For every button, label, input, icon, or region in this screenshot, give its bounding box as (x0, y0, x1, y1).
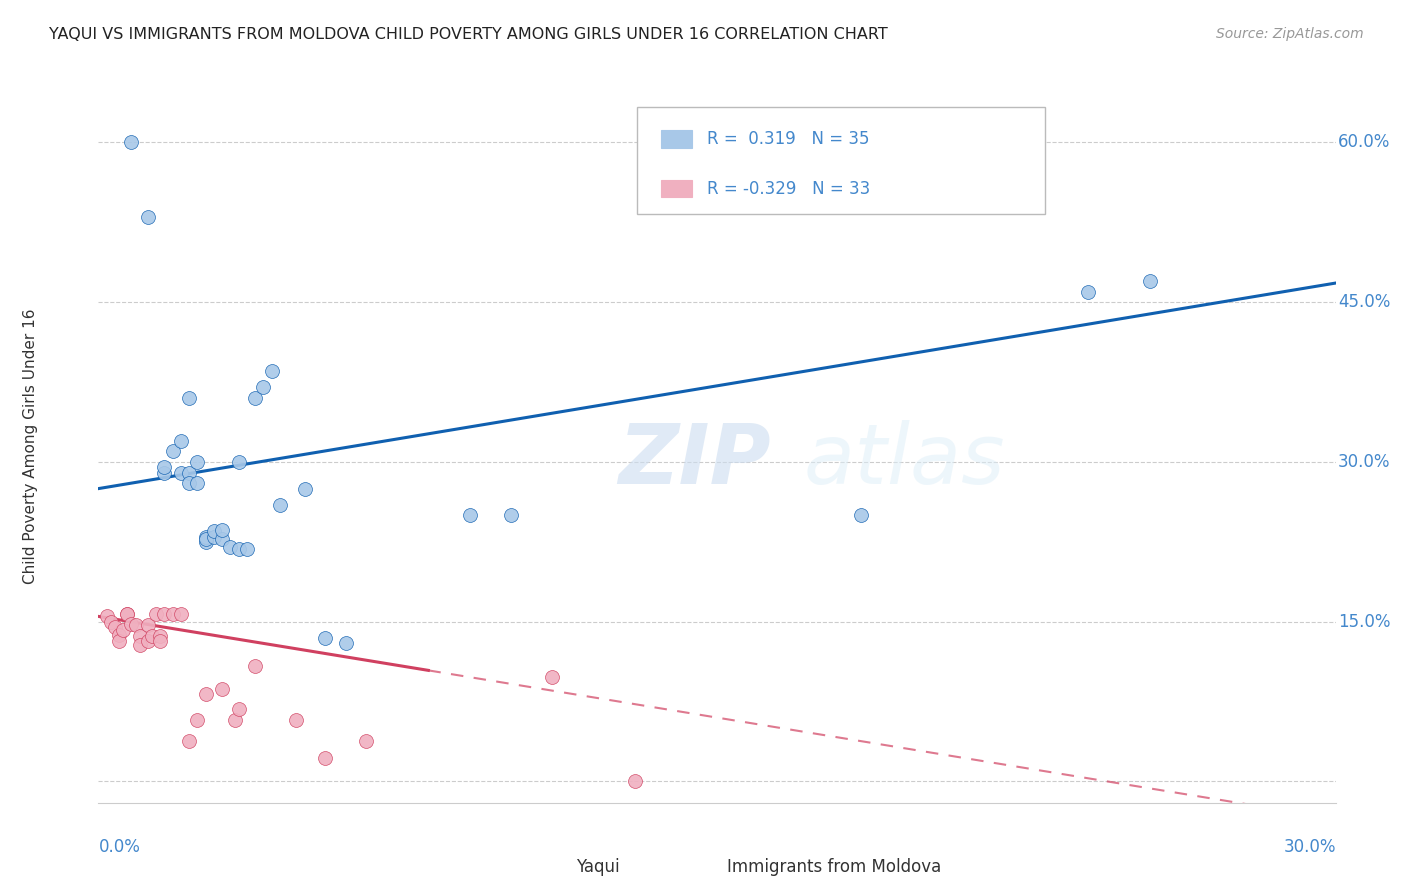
Point (335, 636, 357, 650)
Text: R =  0.319   N = 35: R = 0.319 N = 35 (707, 129, 870, 147)
Point (186, 455, 208, 469)
Point (136, 634, 159, 648)
Point (153, 607, 176, 622)
Point (117, 607, 139, 622)
Point (243, 391, 266, 405)
Bar (661, 129, 692, 147)
Point (170, 466, 193, 480)
Point (179, 466, 201, 480)
Text: R = -0.329   N = 33: R = -0.329 N = 33 (707, 179, 870, 197)
Point (170, 434, 193, 448)
Point (252, 380, 274, 394)
Point (145, 607, 167, 622)
Point (211, 532, 233, 546)
Point (141, 629, 163, 643)
Point (499, 508, 522, 523)
Point (211, 681, 233, 696)
Point (120, 136, 142, 150)
Point (219, 540, 242, 554)
Point (186, 476, 208, 491)
Point (211, 523, 233, 537)
Point (202, 524, 225, 539)
Point (236, 542, 259, 557)
Point (108, 634, 131, 648)
Point (458, 508, 481, 523)
Text: 15.0%: 15.0% (1339, 613, 1391, 631)
Text: Yaqui: Yaqui (576, 858, 620, 876)
Point (269, 498, 291, 512)
Point (162, 607, 184, 622)
Point (228, 455, 250, 469)
Bar (544, 861, 571, 876)
Point (243, 659, 266, 673)
Text: ZIP: ZIP (619, 420, 770, 500)
Point (149, 634, 172, 648)
Point (136, 210, 159, 224)
Point (112, 624, 135, 638)
FancyBboxPatch shape (637, 107, 1045, 214)
Point (153, 460, 176, 475)
Point (314, 751, 336, 765)
Point (136, 618, 159, 632)
Point (179, 734, 201, 748)
Point (194, 687, 217, 701)
Point (1139, 274, 1161, 288)
Point (202, 529, 225, 543)
Point (186, 713, 208, 727)
Text: Child Poverty Among Girls Under 16: Child Poverty Among Girls Under 16 (22, 309, 38, 583)
Point (285, 713, 308, 727)
Point (1077, 285, 1099, 299)
Point (228, 542, 250, 557)
Point (851, 508, 873, 523)
Text: 30.0%: 30.0% (1339, 453, 1391, 471)
Point (541, 670, 564, 684)
Point (108, 627, 131, 641)
Text: 45.0%: 45.0% (1339, 293, 1391, 311)
Bar (692, 861, 720, 876)
Point (194, 534, 217, 549)
Text: 0.0%: 0.0% (98, 838, 141, 856)
Text: atlas: atlas (804, 420, 1005, 500)
Point (100, 615, 122, 629)
Point (96, 609, 118, 624)
Text: 60.0%: 60.0% (1339, 134, 1391, 152)
Point (124, 618, 146, 632)
Point (356, 734, 378, 748)
Point (260, 364, 283, 378)
Point (117, 607, 139, 622)
Point (294, 482, 316, 496)
Point (162, 444, 184, 458)
Point (224, 713, 246, 727)
Text: Immigrants from Moldova: Immigrants from Moldova (727, 858, 941, 876)
Point (314, 631, 336, 645)
Point (153, 466, 176, 480)
Point (194, 529, 217, 543)
Text: Source: ZipAtlas.com: Source: ZipAtlas.com (1216, 27, 1364, 41)
Point (179, 476, 201, 491)
Bar (661, 179, 692, 197)
Text: YAQUI VS IMMIGRANTS FROM MOLDOVA CHILD POVERTY AMONG GIRLS UNDER 16 CORRELATION : YAQUI VS IMMIGRANTS FROM MOLDOVA CHILD P… (49, 27, 889, 42)
Point (623, 774, 645, 789)
Text: 30.0%: 30.0% (1284, 838, 1336, 856)
Point (120, 616, 142, 631)
Point (149, 629, 172, 643)
Point (128, 638, 150, 652)
Point (228, 702, 250, 716)
Point (194, 532, 217, 546)
Point (170, 607, 193, 622)
Point (104, 620, 127, 634)
Point (128, 629, 150, 643)
Point (179, 391, 201, 405)
